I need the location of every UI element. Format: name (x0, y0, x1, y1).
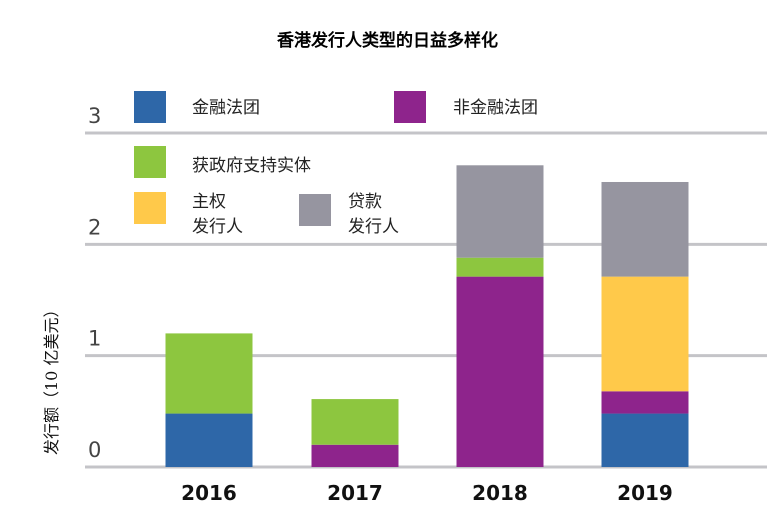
legend-label: 主权 (192, 192, 226, 212)
bar-segment (456, 257, 544, 277)
bar-segment (165, 413, 253, 467)
y-tick-label: 0 (88, 438, 101, 462)
legend-label: 获政府支持实体 (192, 156, 311, 176)
x-tick-label: 2018 (472, 481, 528, 505)
x-tick-label: 2019 (617, 481, 673, 505)
bar-segment (601, 276, 689, 392)
bar-segment (601, 413, 689, 467)
legend-swatch (134, 146, 166, 178)
legend-swatch (299, 194, 331, 226)
chart-title: 香港发行人类型的日益多样化 (277, 31, 498, 51)
legend-label: 金融法团 (192, 98, 260, 118)
bar-segment (601, 181, 689, 277)
x-tick-label: 2016 (181, 481, 237, 505)
legend-label: 非金融法团 (453, 98, 538, 118)
bar-segment (601, 391, 689, 414)
bar-segment (456, 276, 544, 467)
bar-segment (311, 444, 399, 467)
x-tick-label: 2017 (327, 481, 383, 505)
legend-label: 发行人 (348, 217, 399, 237)
bar-segment (165, 333, 253, 414)
y-tick-label: 3 (88, 104, 101, 128)
y-tick-label: 1 (88, 327, 101, 351)
bar-segment (311, 399, 399, 445)
legend-swatch (134, 91, 166, 123)
legend-swatch (134, 192, 166, 224)
bar-segment (456, 165, 544, 258)
legend-label: 发行人 (192, 217, 243, 237)
legend-label: 贷款 (348, 192, 382, 212)
y-tick-label: 2 (88, 215, 101, 239)
legend-swatch (394, 91, 426, 123)
